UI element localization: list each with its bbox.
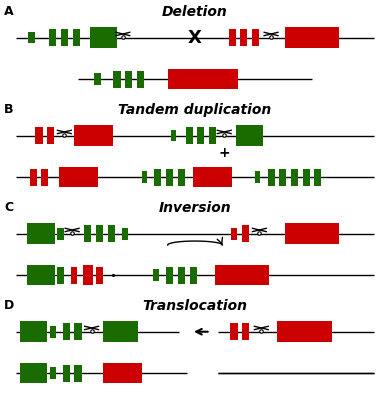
- Bar: [215, 265, 269, 286]
- Bar: [30, 169, 37, 186]
- Bar: [41, 169, 48, 186]
- Bar: [96, 267, 103, 284]
- Bar: [108, 225, 115, 242]
- Bar: [242, 323, 249, 340]
- Bar: [252, 29, 259, 46]
- Bar: [103, 321, 138, 342]
- Bar: [303, 169, 310, 186]
- Bar: [63, 323, 70, 340]
- Bar: [236, 125, 263, 146]
- Bar: [285, 223, 339, 244]
- Bar: [193, 167, 232, 188]
- Bar: [125, 71, 132, 88]
- Bar: [314, 169, 321, 186]
- Bar: [285, 27, 339, 48]
- Text: Inversion: Inversion: [159, 201, 231, 215]
- Bar: [20, 321, 47, 342]
- Bar: [74, 125, 113, 146]
- Bar: [63, 365, 70, 382]
- Bar: [71, 267, 77, 284]
- Text: +: +: [218, 146, 230, 160]
- Bar: [197, 127, 204, 144]
- Bar: [74, 323, 82, 340]
- Bar: [154, 169, 161, 186]
- Bar: [240, 29, 247, 46]
- Bar: [73, 29, 80, 46]
- Bar: [20, 363, 47, 384]
- Text: D: D: [4, 299, 14, 312]
- Bar: [57, 267, 64, 284]
- Bar: [47, 127, 54, 144]
- Text: C: C: [4, 201, 13, 214]
- Text: A: A: [4, 5, 14, 18]
- Bar: [28, 32, 35, 43]
- Bar: [57, 228, 64, 240]
- Bar: [90, 27, 117, 48]
- Bar: [178, 169, 185, 186]
- Bar: [58, 167, 98, 188]
- Bar: [168, 69, 238, 90]
- Bar: [61, 29, 68, 46]
- Text: B: B: [4, 103, 13, 116]
- Bar: [279, 169, 286, 186]
- Text: Tandem duplication: Tandem duplication: [119, 103, 271, 117]
- Bar: [171, 130, 176, 141]
- Bar: [83, 265, 93, 286]
- Bar: [142, 172, 147, 183]
- Bar: [255, 172, 260, 183]
- Bar: [84, 225, 91, 242]
- Bar: [186, 127, 193, 144]
- Bar: [190, 267, 197, 284]
- Bar: [153, 269, 159, 281]
- Text: Deletion: Deletion: [162, 5, 228, 19]
- Bar: [178, 267, 185, 284]
- Bar: [231, 228, 237, 240]
- Text: Translocation: Translocation: [142, 299, 248, 313]
- Bar: [74, 365, 82, 382]
- Bar: [113, 71, 121, 88]
- Bar: [166, 267, 173, 284]
- Bar: [50, 326, 56, 338]
- Bar: [242, 225, 249, 242]
- Bar: [122, 228, 128, 240]
- Text: X: X: [188, 29, 202, 47]
- Bar: [27, 223, 55, 244]
- Bar: [230, 323, 238, 340]
- Bar: [35, 127, 43, 144]
- Bar: [291, 169, 298, 186]
- Bar: [96, 225, 103, 242]
- Bar: [166, 169, 173, 186]
- Bar: [49, 29, 56, 46]
- Bar: [268, 169, 275, 186]
- Bar: [137, 71, 144, 88]
- Bar: [277, 321, 332, 342]
- Bar: [27, 265, 55, 286]
- Bar: [209, 127, 216, 144]
- Bar: [229, 29, 236, 46]
- Bar: [103, 363, 142, 384]
- Bar: [94, 74, 101, 85]
- Bar: [50, 367, 56, 379]
